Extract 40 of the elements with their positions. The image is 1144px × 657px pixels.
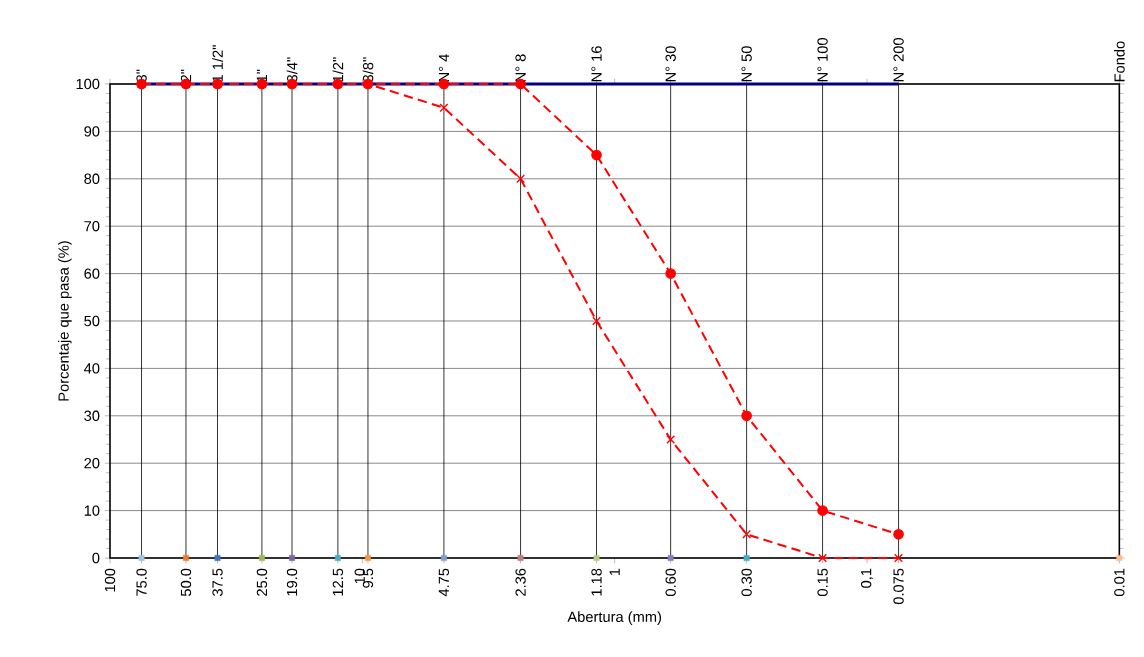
- x-tick-label: 1.18: [591, 568, 602, 596]
- annotation: N° 100: [817, 38, 828, 82]
- x-tick-label: 0.30: [741, 568, 752, 597]
- annotation: 1": [256, 69, 267, 82]
- x-tick-label: 0.075: [893, 568, 904, 605]
- x-tick-label: 0.01: [1114, 568, 1125, 597]
- annotation: N° 200: [893, 38, 904, 82]
- y-tick-label: 30: [84, 410, 100, 421]
- x-tick-label: 19.0: [286, 568, 298, 596]
- x-tick-label: 0,1: [860, 568, 874, 588]
- annotation: N° 50: [741, 46, 752, 82]
- y-axis-title: Porcentaje que pasa (%): [57, 241, 72, 401]
- y-tick-label: 90: [84, 126, 100, 137]
- y-tick-label: 60: [84, 268, 100, 279]
- x-axis-title: Abertura (mm): [567, 611, 661, 625]
- x-tick-label: 25.0: [256, 568, 268, 596]
- x-tick-label: 2.36: [515, 568, 526, 596]
- x-tick-label: 37.5: [212, 568, 223, 597]
- x-tick-label: 1: [609, 568, 620, 576]
- annotation: 3/8": [362, 57, 374, 82]
- y-tick-label: 50: [84, 315, 100, 327]
- annotation: 1 1/2": [212, 45, 223, 82]
- y-tick-label: 10: [84, 505, 100, 516]
- y-tick-label: 80: [84, 173, 100, 184]
- x-tick-label: 0.15: [817, 568, 828, 597]
- x-tick-label: 50.0: [180, 568, 192, 596]
- annotation: 1/2": [332, 57, 344, 82]
- y-tick-label: 20: [84, 458, 100, 469]
- y-tick-label: 70: [84, 221, 100, 232]
- x-tick-label: 0.60: [665, 568, 676, 597]
- x-tick-label: 12.5: [332, 568, 344, 596]
- x-tick-label: 100: [104, 568, 116, 592]
- y-tick-label: 100: [76, 78, 100, 90]
- y-tick-label: 40: [84, 363, 100, 374]
- text: Fondo: [1113, 41, 1125, 82]
- x-tick-label: 4.75: [438, 568, 450, 597]
- x-tick-label: 75.0: [136, 568, 147, 596]
- annotation: N° 30: [665, 46, 676, 82]
- y-tick-label: 0: [92, 552, 100, 564]
- annotation: N° 16: [591, 46, 602, 82]
